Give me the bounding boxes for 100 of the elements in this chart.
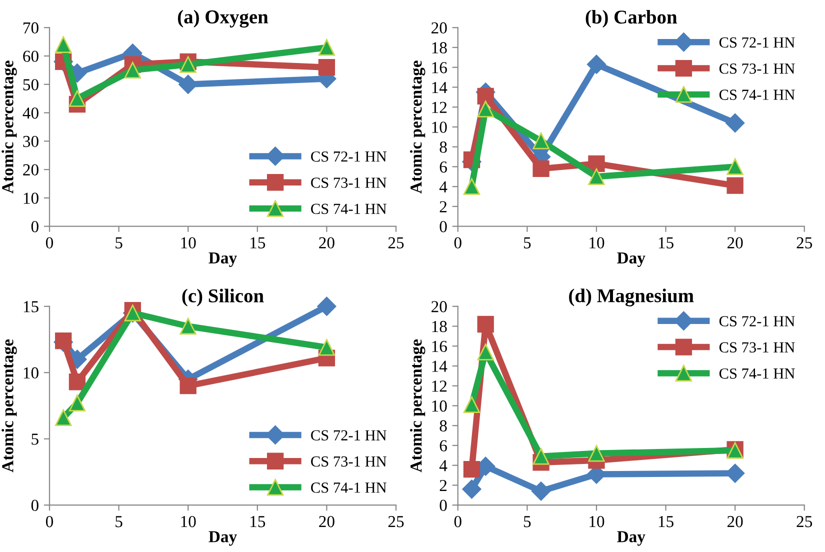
x-tick-label: 20	[727, 237, 743, 248]
y-tick-label: 12	[432, 102, 447, 113]
point	[726, 158, 744, 176]
x-axis-title: Day	[208, 252, 237, 267]
y-tick-label: 18	[432, 320, 447, 332]
legend-label: CS 72-1 HN	[719, 37, 795, 48]
point	[318, 339, 336, 356]
x-axis-title: Day	[617, 531, 646, 546]
y-tick-label: 10	[432, 122, 447, 133]
x-tick-label: 25	[388, 237, 404, 248]
point	[726, 177, 744, 194]
point	[588, 445, 605, 462]
chart-title: (c) Silicon	[182, 288, 264, 306]
point	[55, 409, 72, 426]
legend-label: CS 74-1 HN	[311, 204, 386, 214]
point	[462, 480, 482, 499]
y-tick-label: 15	[24, 301, 38, 312]
x-axis-title: Day	[617, 252, 646, 267]
x-axis-title: Day	[208, 531, 237, 546]
point	[532, 160, 550, 178]
x-tick-label: 25	[388, 516, 404, 528]
x-tick-label: 10	[590, 516, 604, 528]
point	[68, 374, 86, 390]
point	[532, 132, 550, 150]
y-tick-label: 70	[24, 22, 38, 34]
x-tick-label: 20	[727, 516, 743, 528]
x-tick-label: 0	[46, 237, 54, 248]
x-tick-label: 20	[319, 237, 334, 248]
point	[477, 100, 494, 118]
x-tick-label: 10	[590, 237, 604, 248]
x-tick-label: 15	[658, 516, 674, 528]
y-tick-label: 6	[440, 161, 447, 173]
point	[68, 394, 86, 412]
x-tick-label: 25	[796, 237, 812, 248]
y-tick-label: 2	[440, 480, 447, 491]
point	[586, 54, 606, 74]
y-tick-label: 10	[24, 192, 38, 204]
x-tick-label: 25	[796, 516, 812, 528]
point	[463, 178, 480, 195]
x-tick-label: 0	[46, 516, 54, 528]
y-tick-label: 10	[432, 400, 447, 412]
x-tick-label: 5	[116, 237, 122, 248]
y-tick-label: 12	[432, 380, 447, 392]
point	[180, 318, 196, 335]
x-tick-label: 10	[181, 516, 196, 528]
legend-label: CS 72-1 HN	[311, 151, 386, 162]
x-tick-label: 0	[454, 237, 462, 248]
point	[68, 90, 86, 107]
point	[532, 448, 550, 465]
y-tick-label: 6	[440, 440, 447, 452]
y-tick-label: 20	[23, 164, 38, 176]
legend-label: CS 73-1 HN	[719, 64, 795, 74]
y-tick-label: 16	[432, 62, 447, 74]
x-tick-label: 15	[250, 237, 266, 248]
y-tick-label: 5	[32, 434, 38, 445]
y-tick-label: 4	[439, 460, 448, 472]
y-tick-label: 0	[440, 500, 447, 512]
legend-label: CS 72-1 HN	[719, 316, 795, 326]
chart-title: (d) Magnesium	[569, 288, 694, 306]
legend-label: CS 73-1 HN	[719, 342, 795, 353]
y-tick-label: 10	[24, 367, 38, 379]
y-tick-label: 60	[23, 50, 38, 62]
point	[124, 62, 141, 79]
point	[726, 113, 745, 133]
chart-title: (b) Carbon	[586, 10, 678, 28]
y-tick-label: 8	[440, 420, 447, 432]
point	[477, 316, 494, 333]
legend-label: CS 73-1 HN	[311, 178, 386, 188]
point	[463, 460, 480, 478]
legend-label: CS 74-1 HN	[719, 90, 795, 100]
y-tick-label: 4	[439, 181, 448, 192]
point	[477, 88, 494, 104]
point	[477, 344, 494, 360]
y-tick-label: 0	[31, 221, 38, 232]
x-tick-label: 15	[658, 237, 674, 248]
point	[463, 396, 480, 414]
y-tick-label: 8	[440, 142, 447, 153]
legend-label: CS 73-1 HN	[311, 456, 386, 467]
x-tick-label: 5	[524, 516, 531, 528]
x-tick-label: 5	[116, 516, 122, 528]
legend-label: CS 72-1 HN	[311, 430, 386, 440]
y-tick-label: 14	[432, 360, 448, 372]
point	[180, 56, 196, 73]
point	[318, 59, 336, 76]
point	[588, 168, 605, 185]
y-tick-label: 16	[432, 340, 447, 352]
x-tick-label: 10	[181, 237, 196, 248]
point	[55, 332, 72, 350]
point	[532, 482, 551, 501]
x-tick-label: 15	[250, 516, 266, 528]
y-tick-label: 50	[23, 79, 38, 90]
y-axis-title: Atomic percentage	[410, 339, 426, 472]
point	[318, 39, 336, 56]
y-tick-label: 20	[432, 22, 447, 34]
point	[588, 155, 605, 172]
point	[180, 378, 196, 394]
y-axis-title: Atomic percentage	[2, 60, 17, 194]
legend-label: CS 74-1 HN	[311, 482, 386, 493]
y-tick-label: 20	[432, 301, 447, 312]
y-tick-label: 18	[432, 42, 447, 54]
